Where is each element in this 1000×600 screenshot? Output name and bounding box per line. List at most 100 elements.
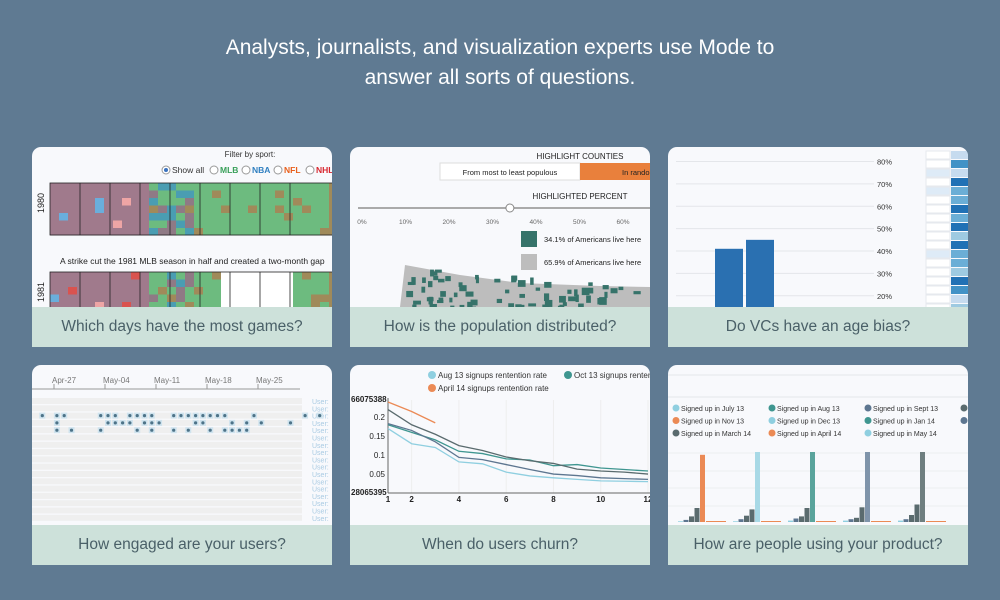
calendar-cell	[86, 190, 95, 198]
legend-dot	[864, 417, 872, 424]
calendar-cell	[77, 190, 86, 198]
calendar-cell	[185, 302, 194, 307]
user-row	[32, 456, 302, 463]
activity-dot	[99, 414, 103, 418]
user-row	[32, 485, 302, 492]
calendar-cell	[275, 183, 284, 191]
calendar-cell	[176, 272, 185, 280]
calendar-cell	[50, 205, 59, 213]
bar-baseline	[761, 521, 781, 522]
calendar-cell	[239, 205, 248, 213]
card-caption[interactable]: When do users churn?	[350, 525, 650, 565]
calendar-cell	[311, 190, 320, 198]
series-line	[387, 424, 649, 472]
calendar-cell	[59, 272, 68, 280]
card-caption[interactable]: How are people using your product?	[668, 525, 968, 565]
calendar-cell	[167, 287, 176, 295]
radio-nba[interactable]	[241, 165, 251, 175]
highlight-title: HIGHLIGHT COUNTIES	[537, 152, 624, 161]
calendar-cell	[176, 287, 185, 295]
x-tick-label: 1	[386, 495, 391, 504]
calendar-cell	[50, 183, 59, 191]
calendar-cell	[131, 190, 140, 198]
x-tick-label: 8	[551, 495, 556, 504]
highlighted-county	[459, 304, 465, 307]
calendar-cell	[293, 183, 302, 191]
card-population-map[interactable]: HIGHLIGHT COUNTIES From most to least pop…	[350, 147, 650, 347]
calendar-cell	[104, 190, 113, 198]
calendar-cell	[167, 272, 176, 280]
radio-mlb[interactable]	[209, 165, 219, 175]
bar	[810, 452, 815, 522]
card-vc-age-bias[interactable]: 20% 30% 40% 50% 60% 70% 80% Do VCs have an age…	[668, 147, 968, 347]
calendar-cell	[122, 228, 131, 236]
table-cell	[925, 168, 951, 178]
calendar-cell	[221, 302, 230, 307]
legend-label: 65.9% of Americans live here	[544, 258, 641, 267]
user-label: User:	[312, 501, 329, 508]
calendar-cell	[158, 220, 167, 228]
activity-dot	[230, 421, 234, 425]
calendar-cell	[131, 302, 140, 307]
calendar-cell	[104, 198, 113, 206]
y-tick-label: 0.1	[374, 451, 386, 460]
y-tick-label: 50%	[877, 225, 892, 234]
highlighted-county	[467, 301, 473, 307]
toggle-random[interactable]	[580, 163, 650, 180]
radio-nhl[interactable]	[305, 165, 315, 175]
user-label: User:	[312, 479, 329, 486]
card-caption[interactable]: How engaged are your users?	[32, 525, 332, 565]
calendar-cell	[275, 272, 284, 280]
calendar-cell	[122, 294, 131, 302]
user-label: User:	[312, 421, 329, 428]
calendar-cell	[149, 272, 158, 280]
highlighted-county	[567, 289, 572, 294]
bar	[746, 239, 774, 307]
bar	[804, 508, 810, 522]
calendar-cell	[95, 205, 104, 213]
population-map-visual: HIGHLIGHT COUNTIES From most to least pop…	[357, 152, 650, 307]
card-user-churn[interactable]: Aug 13 signups rentention rate Oct 13 sig…	[350, 365, 650, 565]
y-tick-label: 0.15	[369, 432, 385, 441]
card-caption[interactable]: How is the population distributed?	[350, 307, 650, 347]
highlighted-county	[411, 277, 416, 285]
bar	[865, 452, 870, 522]
calendar-cell	[275, 279, 284, 287]
calendar-cell	[320, 190, 329, 198]
heat-cell	[951, 169, 968, 177]
activity-dot	[208, 428, 212, 432]
calendar-cell	[329, 183, 332, 191]
heat-cell	[951, 178, 968, 186]
calendar-cell	[194, 272, 203, 280]
bar	[854, 517, 859, 522]
card-caption[interactable]: Do VCs have an age bias?	[668, 307, 968, 347]
calendar-cell	[221, 198, 230, 206]
calendar-cell	[275, 205, 284, 213]
calendar-cell	[284, 190, 293, 198]
card-caption[interactable]: Which days have the most games?	[32, 307, 332, 347]
calendar-cell	[266, 220, 275, 228]
calendar-cell	[203, 205, 212, 213]
x-tick-label: 6	[504, 495, 509, 504]
date-label: May-18	[205, 376, 232, 385]
y-tick-label: 30%	[877, 269, 892, 278]
card-sports-calendar[interactable]: Filter by sport: Show all MLB NBA NFL NHL 1980…	[32, 147, 332, 347]
calendar-cell	[167, 294, 176, 302]
card-user-engagement[interactable]: Apr-27 May-04 May-11 May-18 May-25 User: User:…	[32, 365, 332, 565]
calendar-cell	[275, 213, 284, 221]
highlighted-county	[413, 300, 421, 305]
bar	[683, 519, 689, 522]
card-product-usage[interactable]: Signed up in July 13 Signed up in Aug 13 S…	[668, 365, 968, 565]
activity-dot	[201, 414, 205, 418]
calendar-cell	[185, 220, 194, 228]
calendar-cell	[131, 228, 140, 236]
calendar-cell	[302, 302, 311, 307]
calendar-cell	[320, 183, 329, 191]
slider-handle[interactable]	[505, 203, 515, 213]
calendar-cell	[86, 213, 95, 221]
calendar-cell	[284, 279, 293, 287]
radio-nfl[interactable]	[273, 165, 283, 175]
calendar-cell	[293, 294, 302, 302]
highlighted-county	[465, 291, 474, 297]
calendar-cell	[311, 213, 320, 221]
